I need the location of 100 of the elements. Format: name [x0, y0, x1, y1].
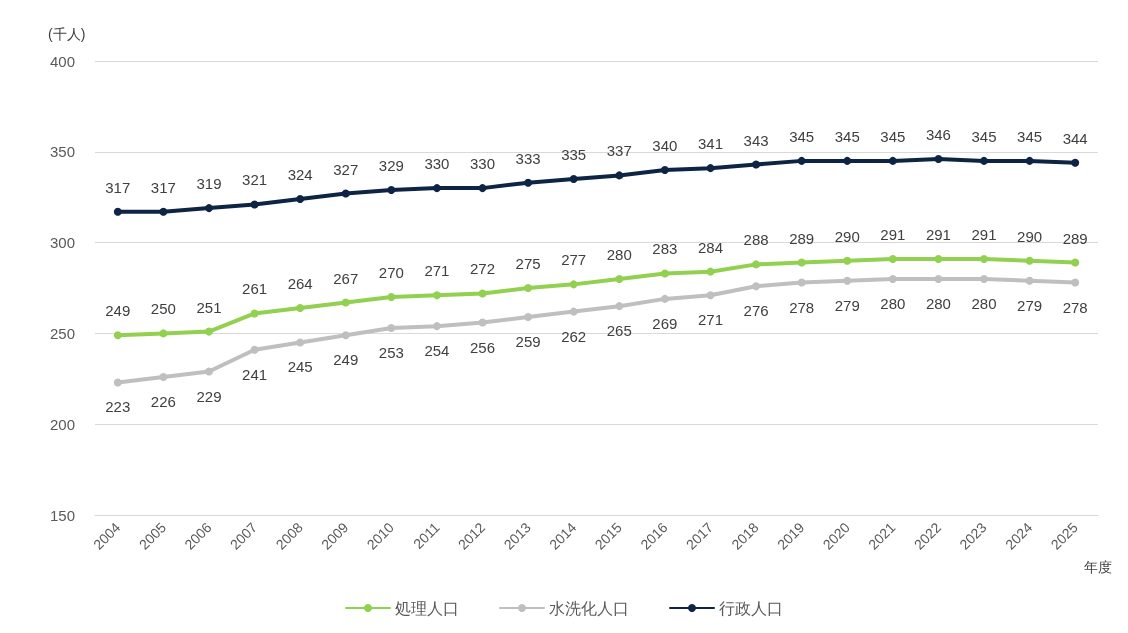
point	[341, 331, 350, 340]
point	[843, 256, 852, 265]
point	[660, 269, 669, 278]
data-label: 337	[606, 142, 632, 160]
data-label: 223	[105, 398, 131, 416]
point	[432, 322, 441, 331]
data-label: 276	[743, 302, 769, 320]
point	[1025, 256, 1034, 265]
point	[113, 331, 122, 340]
point	[797, 258, 806, 267]
point	[660, 165, 669, 174]
data-label: 245	[287, 358, 313, 376]
data-label: 256	[470, 338, 496, 356]
point	[615, 274, 624, 283]
point	[296, 303, 305, 312]
data-label: 345	[834, 127, 860, 145]
point	[296, 195, 305, 204]
data-label: 345	[789, 127, 815, 145]
data-label: 251	[196, 298, 222, 316]
data-label: 289	[1062, 229, 1088, 247]
data-label: 330	[424, 155, 450, 173]
data-label: 345	[880, 127, 906, 145]
data-label: 254	[424, 342, 450, 360]
y-tick-label: 300	[49, 234, 75, 252]
data-label: 340	[652, 136, 678, 154]
data-label: 284	[697, 238, 723, 256]
point	[843, 276, 852, 285]
y-tick-label: 350	[49, 143, 75, 161]
data-label: 278	[1062, 298, 1088, 316]
data-label: 346	[925, 126, 951, 144]
point	[113, 378, 122, 387]
point	[569, 175, 578, 184]
data-label: 249	[333, 351, 359, 369]
point	[250, 309, 259, 318]
y-tick-label: 400	[49, 52, 75, 70]
data-label: 280	[925, 294, 951, 312]
data-label: 329	[378, 156, 404, 174]
data-label: 291	[880, 225, 906, 243]
point	[113, 207, 122, 216]
point	[752, 260, 761, 269]
data-label: 289	[789, 229, 815, 247]
point	[204, 204, 213, 213]
point	[1071, 278, 1080, 287]
data-label: 333	[515, 149, 541, 167]
point	[934, 274, 943, 283]
data-label: 241	[242, 365, 268, 383]
point	[1025, 276, 1034, 285]
point	[478, 318, 487, 327]
data-label: 253	[378, 343, 404, 361]
data-label: 319	[196, 175, 222, 193]
data-label: 344	[1062, 129, 1088, 147]
data-label: 317	[150, 178, 176, 196]
legend-label: 行政人口	[719, 599, 783, 617]
point	[478, 289, 487, 298]
data-label: 279	[1017, 296, 1043, 314]
point	[706, 164, 715, 173]
point	[615, 302, 624, 311]
point	[159, 207, 168, 216]
point	[797, 278, 806, 287]
point	[569, 307, 578, 316]
data-label: 330	[470, 155, 496, 173]
point	[934, 254, 943, 263]
point	[524, 178, 533, 187]
data-label: 261	[242, 280, 268, 298]
data-label: 270	[378, 264, 404, 282]
point	[159, 372, 168, 381]
data-label: 229	[196, 387, 222, 405]
point	[1071, 158, 1080, 167]
point	[250, 345, 259, 354]
point	[296, 338, 305, 347]
point	[341, 189, 350, 198]
point	[387, 293, 396, 302]
point	[204, 367, 213, 376]
point	[752, 282, 761, 291]
data-label: 275	[515, 255, 541, 272]
legend-label: 処理人口	[395, 599, 459, 617]
point	[1025, 156, 1034, 165]
point	[159, 329, 168, 338]
data-label: 280	[606, 245, 632, 263]
data-label: 269	[652, 314, 678, 332]
point	[888, 156, 897, 165]
point	[980, 254, 989, 263]
x-axis-title: 年度	[1084, 559, 1112, 575]
data-label: 226	[150, 392, 176, 410]
point	[387, 185, 396, 194]
data-label: 283	[652, 240, 678, 258]
data-label: 280	[880, 294, 906, 312]
data-label: 280	[971, 294, 997, 312]
data-label: 341	[697, 135, 723, 153]
data-label: 271	[424, 262, 450, 280]
y-axis-title: (千人)	[48, 26, 86, 42]
data-label: 272	[470, 260, 496, 278]
data-label: 290	[1017, 227, 1043, 245]
data-label: 327	[333, 160, 359, 178]
point	[706, 267, 715, 276]
data-label: 290	[834, 227, 860, 245]
point	[341, 298, 350, 307]
point	[934, 155, 943, 164]
data-label: 288	[743, 231, 769, 249]
point	[432, 291, 441, 300]
